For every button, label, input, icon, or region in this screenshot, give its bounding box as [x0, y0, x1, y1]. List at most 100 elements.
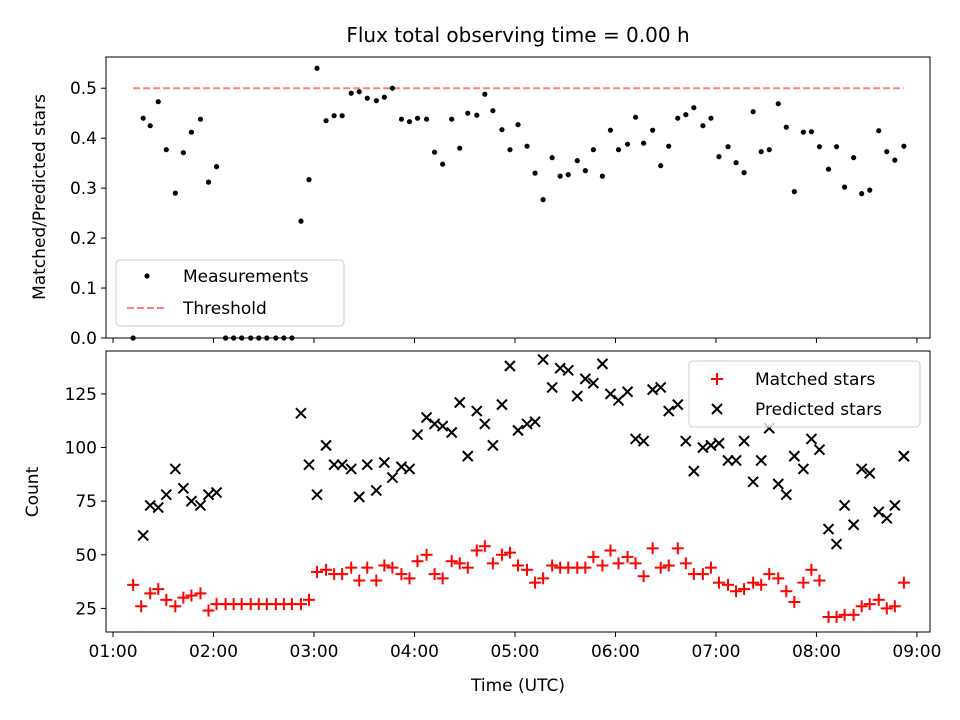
predicted-star-point — [345, 463, 357, 475]
predicted-star-point — [202, 489, 215, 501]
measurement-point — [348, 90, 354, 96]
predicted-star-point — [772, 478, 784, 490]
predicted-star-point — [571, 390, 583, 402]
matched-star-point — [478, 540, 491, 553]
bottom-x-tick-label: 07:00 — [691, 642, 740, 662]
predicted-star-point — [612, 394, 625, 407]
measurement-point — [499, 127, 505, 133]
legend-predicted-label: Predicted stars — [755, 400, 882, 420]
matched-star-point — [470, 544, 483, 557]
predicted-star-point — [672, 398, 684, 411]
measurement-point — [172, 190, 178, 196]
matched-star-point — [755, 578, 768, 591]
matched-star-point — [185, 589, 198, 602]
matched-star-point — [888, 600, 901, 613]
legend-matched-label: Matched stars — [755, 370, 875, 390]
predicted-star-point — [780, 489, 793, 501]
chart-title: Flux total observing time = 0.00 h — [346, 23, 689, 47]
predicted-star-point — [471, 405, 483, 417]
predicted-star-point — [428, 418, 441, 430]
predicted-star-point — [838, 499, 851, 512]
predicted-star-point — [479, 418, 491, 430]
measurement-point — [725, 144, 731, 150]
predicted-star-point — [445, 426, 458, 439]
matched-star-point — [144, 587, 157, 600]
predicted-star-point — [554, 362, 566, 374]
predicted-star-point — [370, 484, 383, 497]
measurement-point — [876, 128, 882, 134]
measurement-point — [851, 155, 857, 161]
matched-star-point — [386, 561, 399, 574]
bottom-y-tick-label: 100 — [65, 439, 97, 459]
top-axes-frame — [105, 56, 931, 339]
measurement-point — [314, 65, 320, 71]
measurement-point — [306, 177, 312, 183]
predicted-star-point — [881, 512, 893, 525]
measurement-point — [163, 147, 169, 153]
matched-star-point — [730, 585, 743, 598]
predicted-star-point — [604, 388, 617, 400]
predicted-star-point — [529, 416, 541, 428]
measurement-point — [607, 127, 614, 133]
predicted-star-point — [898, 450, 910, 462]
legend-matched-marker — [711, 373, 723, 385]
measurement-point — [841, 184, 848, 190]
matched-star-point — [453, 557, 466, 570]
measurement-points — [130, 65, 907, 341]
matched-star-point — [629, 557, 642, 570]
measurement-point — [884, 149, 890, 155]
predicted-star-point — [169, 463, 182, 475]
matched-star-point — [320, 563, 333, 576]
measurement-point — [440, 161, 446, 167]
matched-star-point — [486, 557, 499, 570]
predicted-star-point — [873, 506, 885, 518]
measurement-point — [658, 163, 664, 169]
predicted-star-point — [654, 381, 667, 394]
matched-star-point — [169, 600, 182, 613]
predicted-star-point — [395, 461, 408, 473]
measurement-point — [389, 85, 395, 91]
predicted-star-point — [177, 482, 190, 494]
predicted-star-point — [411, 428, 424, 441]
legend-measurement-marker — [144, 273, 150, 279]
predicted-star-point — [738, 435, 750, 447]
predicted-star-point — [160, 489, 172, 501]
predicted-star-point — [152, 501, 164, 514]
measurement-point — [582, 168, 588, 174]
matched-star-point — [160, 593, 173, 606]
matched-star-point — [646, 542, 659, 555]
measurement-point — [197, 116, 204, 122]
measurement-point — [449, 116, 455, 122]
matched-star-point — [436, 572, 449, 585]
bottom-x-tick-label: 09:00 — [892, 642, 941, 662]
predicted-star-point — [579, 373, 592, 385]
predicted-star-point — [487, 439, 499, 452]
predicted-star-point — [688, 465, 700, 477]
measurement-point — [180, 150, 186, 156]
matched-star-point — [302, 593, 315, 606]
measurement-point — [833, 144, 840, 150]
predicted-star-point — [646, 383, 659, 396]
matched-star-point — [428, 568, 441, 581]
matched-star-point — [855, 600, 868, 613]
measurement-point — [398, 116, 405, 122]
matched-star-point — [679, 557, 692, 570]
measurement-point — [457, 145, 463, 151]
predicted-stars-points — [137, 353, 910, 550]
predicted-star-point — [454, 396, 466, 409]
matched-star-point — [361, 561, 374, 574]
matched-star-point — [738, 583, 751, 596]
measurement-point — [147, 123, 153, 129]
predicted-star-point — [537, 353, 549, 366]
predicted-star-point — [855, 463, 868, 475]
bottom-x-tick-label: 08:00 — [792, 642, 841, 662]
measurement-point — [650, 127, 656, 133]
predicted-star-point — [311, 489, 323, 501]
measurement-point — [507, 147, 513, 153]
measurement-point — [859, 191, 865, 197]
measurement-point — [549, 155, 555, 161]
top-y-tick-label: 0.1 — [70, 279, 97, 299]
measurement-point — [691, 105, 697, 111]
predicted-star-point — [210, 486, 223, 499]
predicted-star-point — [137, 529, 149, 542]
